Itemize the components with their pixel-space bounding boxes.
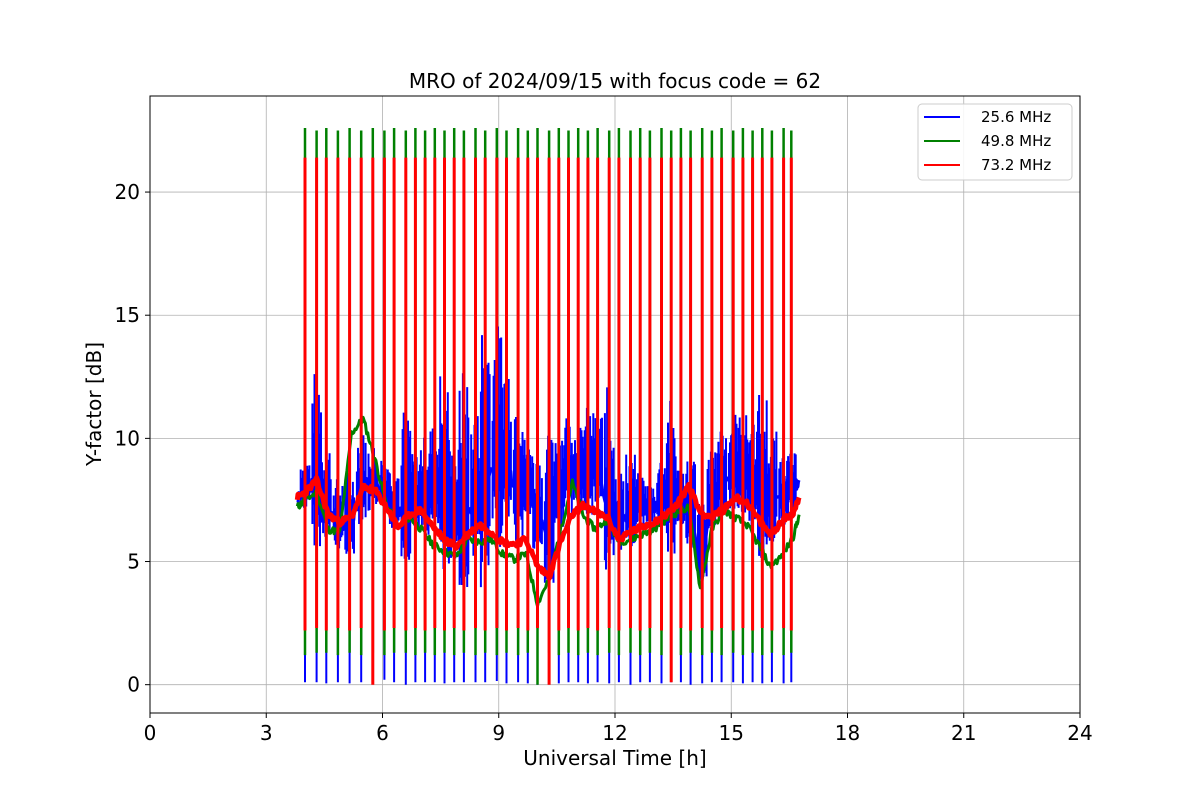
- plot-data: [294, 128, 802, 685]
- y-tick-label: 20: [115, 180, 140, 204]
- y-axis: 0 5 10 15 20: [115, 180, 150, 697]
- x-tick-label: 3: [260, 721, 273, 745]
- legend-label: 25.6 MHz: [981, 108, 1051, 126]
- series-line-73-2-mhz: [294, 475, 802, 581]
- chart-title: MRO of 2024/09/15 with focus code = 62: [409, 69, 821, 93]
- x-tick-label: 12: [602, 721, 627, 745]
- x-tick-label: 21: [951, 721, 976, 745]
- legend-label: 73.2 MHz: [981, 156, 1051, 174]
- series-spikes-73-2-mhz: [303, 157, 793, 685]
- legend-label: 49.8 MHz: [981, 132, 1051, 150]
- legend: 25.6 MHz 49.8 MHz 73.2 MHz: [917, 103, 1073, 181]
- x-tick-label: 0: [144, 721, 157, 745]
- y-axis-label: Y-factor [dB]: [82, 342, 106, 467]
- y-tick-label: 15: [115, 303, 140, 327]
- y-tick-label: 5: [127, 550, 140, 574]
- x-tick-label: 15: [719, 721, 744, 745]
- x-tick-label: 6: [376, 721, 389, 745]
- x-tick-label: 18: [835, 721, 860, 745]
- x-tick-label: 24: [1067, 721, 1092, 745]
- x-tick-label: 9: [492, 721, 505, 745]
- y-tick-label: 10: [115, 426, 140, 450]
- x-axis: 0 3 6 9 12 15 18 21 24: [144, 713, 1093, 745]
- x-axis-label: Universal Time [h]: [523, 746, 706, 770]
- legend-box: [917, 103, 1073, 181]
- y-tick-label: 0: [127, 673, 140, 697]
